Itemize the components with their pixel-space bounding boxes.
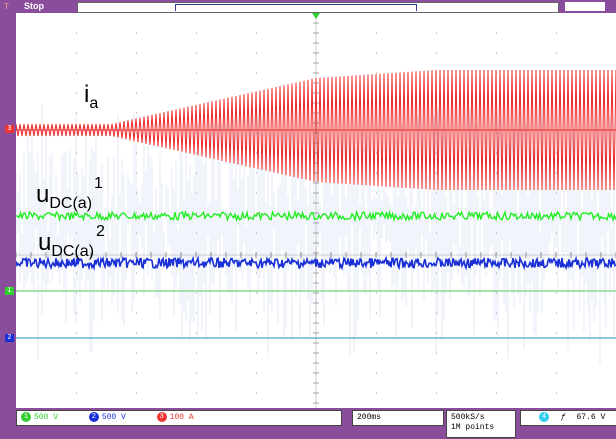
ch3-marker[interactable]: 3 [5,125,14,133]
acquisition-box[interactable]: 500kS/s 1M points [446,410,516,438]
trigger-box[interactable]: 4 ƒ 67.6 V [520,410,616,426]
ch1-scale-value: 500 V [34,413,59,422]
udc1-label: uDC(a)1 [36,175,103,212]
udc1-label-main: u [36,181,50,208]
ch1-badge: 1 [21,411,31,422]
sample-rate: 500kS/s [451,413,485,422]
timebase-box[interactable]: 200ms [352,410,444,426]
trigger-slope-icon: ƒ [560,413,566,422]
ch2-marker[interactable]: 2 [5,334,14,342]
ch3-scale[interactable]: 3 100 A [153,411,194,422]
ia-label-sub: a [89,95,99,112]
acquisition-state[interactable]: Stop [24,1,44,11]
ch2-badge: 2 [88,411,99,422]
ia-label-main: i [84,81,90,108]
status-bar: T Stop [0,0,616,13]
noise-background [15,90,615,365]
record-view-window[interactable] [175,4,417,11]
ch1-marker[interactable]: 1 [5,287,14,295]
udc2-label-sup: 2 [96,223,105,240]
udc1-waveform [15,209,616,223]
udc2-waveform [15,255,616,271]
waveform-display[interactable]: ia uDC(a)1 uDC(a)2 [15,12,616,408]
record-overview-bar[interactable] [77,2,559,13]
ia-label: ia [84,81,99,112]
udc2-label-main: u [38,229,52,256]
trigger-source-badge: 4 [539,411,549,422]
ch3-badge: 3 [156,411,167,422]
trigger-mark-icon: T [4,2,9,11]
record-status-box [565,2,605,11]
udc2-label: uDC(a)2 [38,223,105,260]
ch1-scale[interactable]: 1 500 V [17,411,59,422]
trigger-position-icon [312,13,320,19]
trigger-level: 67.6 V [576,413,606,422]
graticule-dots [76,32,557,394]
settings-bar: 1 500 V 2 500 V 3 100 A 200ms 500kS/s 1M po… [0,408,616,439]
ch3-scale-value: 100 A [169,413,194,422]
udc2-label-sub: DC(a) [51,243,95,260]
ch2-scale-value: 500 V [101,413,126,422]
udc1-label-sub: DC(a) [49,195,93,212]
channel-scales-panel: 1 500 V 2 500 V 3 100 A [16,410,342,426]
ch2-scale[interactable]: 2 500 V [85,411,126,422]
udc1-label-sup: 1 [94,175,103,192]
waveform-canvas [15,12,616,408]
record-length: 1M points [451,423,495,432]
